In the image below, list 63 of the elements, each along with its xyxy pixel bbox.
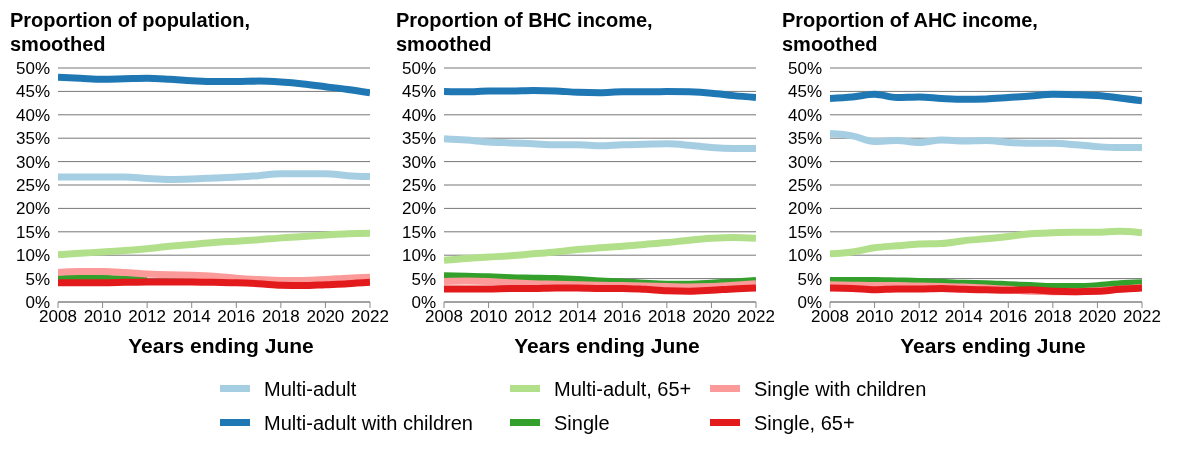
x-axis-title: Years ending June (899, 334, 1087, 358)
x-tick-label: 2020 (692, 307, 731, 327)
y-tick-label: 40% (15, 105, 50, 125)
y-tick-label: 10% (787, 246, 822, 266)
x-axis-title: Years ending June (127, 334, 315, 358)
y-tick-label: 30% (401, 152, 436, 172)
x-tick-label: 2014 (172, 307, 211, 327)
y-tick-label: 20% (401, 199, 436, 219)
y-tick-label: 45% (15, 82, 50, 102)
x-tick-label: 2018 (1033, 307, 1072, 327)
y-tick-label: 20% (787, 199, 822, 219)
x-tick-label: 2020 (1078, 307, 1117, 327)
legend-label: Single with children (754, 377, 927, 401)
y-tick-label: 50% (401, 59, 436, 79)
y-tick-label: 15% (15, 222, 50, 242)
y-tick-label: 15% (787, 222, 822, 242)
y-tick-label: 15% (401, 222, 436, 242)
x-tick-label: 2016 (989, 307, 1028, 327)
x-tick-label: 2014 (944, 307, 983, 327)
y-tick-label: 30% (787, 152, 822, 172)
x-tick-label: 2016 (217, 307, 256, 327)
legend-label: Single, 65+ (754, 411, 855, 435)
x-tick-label: 2022 (737, 307, 775, 327)
x-tick-label: 2010 (855, 307, 894, 327)
legend-label: Multi-adult, 65+ (554, 377, 692, 401)
x-tick-label: 2022 (1123, 307, 1161, 327)
chart-title: Proportion of AHC income, smoothed (781, 8, 1039, 57)
x-tick-label: 2012 (900, 307, 939, 327)
x-tick-label: 2018 (647, 307, 686, 327)
x-tick-label: 2012 (514, 307, 553, 327)
y-tick-label: 25% (401, 176, 436, 196)
y-tick-label: 40% (401, 105, 436, 125)
x-tick-label: 2014 (558, 307, 597, 327)
y-tick-label: 45% (787, 82, 822, 102)
y-tick-label: 20% (15, 199, 50, 219)
x-tick-label: 2010 (83, 307, 122, 327)
y-tick-label: 50% (787, 59, 822, 79)
y-tick-label: 25% (787, 176, 822, 196)
y-tick-label: 35% (401, 129, 436, 149)
y-tick-label: 35% (787, 129, 822, 149)
y-tick-label: 40% (787, 105, 822, 125)
y-tick-label: 50% (15, 59, 50, 79)
x-tick-label: 2022 (351, 307, 389, 327)
x-axis-title: Years ending June (513, 334, 701, 358)
y-tick-label: 10% (401, 246, 436, 266)
x-tick-label: 2018 (261, 307, 300, 327)
chart-title: Proportion of BHC income, smoothed (395, 8, 654, 57)
legend-label: Multi-adult (264, 377, 357, 401)
chart-title: Proportion of population, smoothed (9, 8, 251, 57)
y-tick-label: 45% (401, 82, 436, 102)
x-tick-label: 2016 (603, 307, 642, 327)
y-tick-label: 10% (15, 246, 50, 266)
x-tick-label: 2012 (128, 307, 167, 327)
y-tick-label: 25% (15, 176, 50, 196)
x-tick-label: 2020 (306, 307, 345, 327)
legend-label: Multi-adult with children (264, 411, 473, 435)
y-tick-label: 5% (411, 269, 436, 289)
x-tick-label: 2010 (469, 307, 508, 327)
y-tick-label: 5% (25, 269, 50, 289)
y-tick-label: 35% (15, 129, 50, 149)
y-tick-label: 30% (15, 152, 50, 172)
y-tick-label: 5% (797, 269, 822, 289)
legend-label: Single (554, 411, 610, 435)
